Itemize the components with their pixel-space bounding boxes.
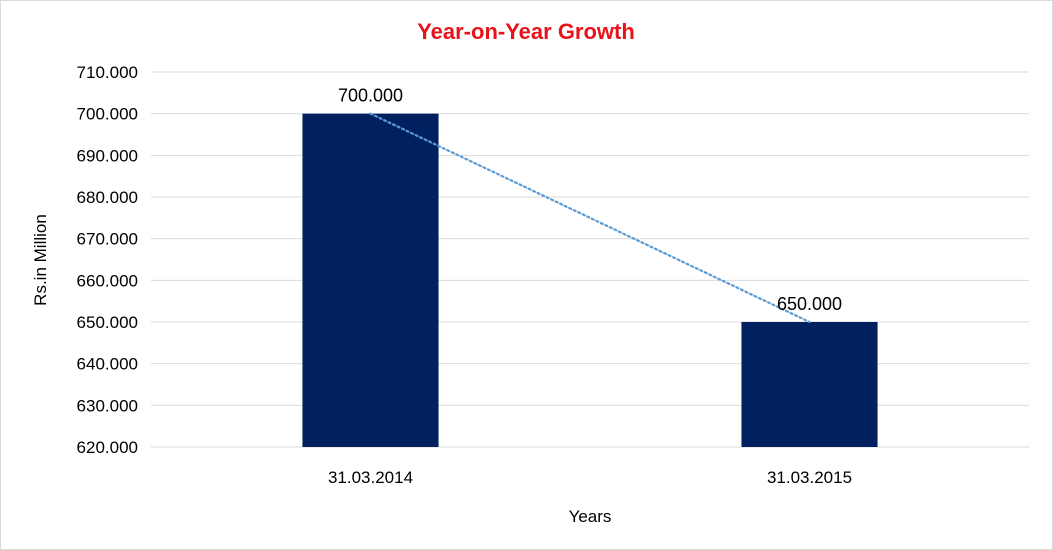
chart-title: Year-on-Year Growth xyxy=(417,19,635,44)
bar xyxy=(741,322,878,447)
y-tick-label: 660.000 xyxy=(77,271,138,290)
gridlines xyxy=(151,71,1029,448)
y-tick-label: 650.000 xyxy=(77,313,138,332)
x-tick-label: 31.03.2014 xyxy=(328,468,413,487)
y-tick-label: 640.000 xyxy=(77,355,138,374)
y-axis-label: Rs.in Million xyxy=(31,214,50,306)
bar xyxy=(302,113,439,448)
y-tick-label: 620.000 xyxy=(77,438,138,457)
y-tick-label: 700.000 xyxy=(77,105,138,124)
data-label: 700.000 xyxy=(338,86,403,106)
x-tick-label: 31.03.2015 xyxy=(767,468,852,487)
trendline xyxy=(369,112,811,324)
trendline-group xyxy=(369,112,811,324)
bars xyxy=(302,113,878,448)
y-axis-ticks: 620.000 630.000 640.000 650.000 660.000 670.0… xyxy=(77,63,138,457)
y-tick-label: 680.000 xyxy=(77,188,138,207)
x-axis-ticks: 31.03.2014 31.03.2015 xyxy=(328,468,852,487)
y-tick-label: 710.000 xyxy=(77,63,138,82)
data-labels: 700.000 650.000 xyxy=(338,86,842,314)
y-tick-label: 690.000 xyxy=(77,146,138,165)
y-tick-label: 630.000 xyxy=(77,396,138,415)
y-tick-label: 670.000 xyxy=(77,230,138,249)
x-axis-label: Years xyxy=(569,507,612,526)
data-label: 650.000 xyxy=(777,294,842,314)
